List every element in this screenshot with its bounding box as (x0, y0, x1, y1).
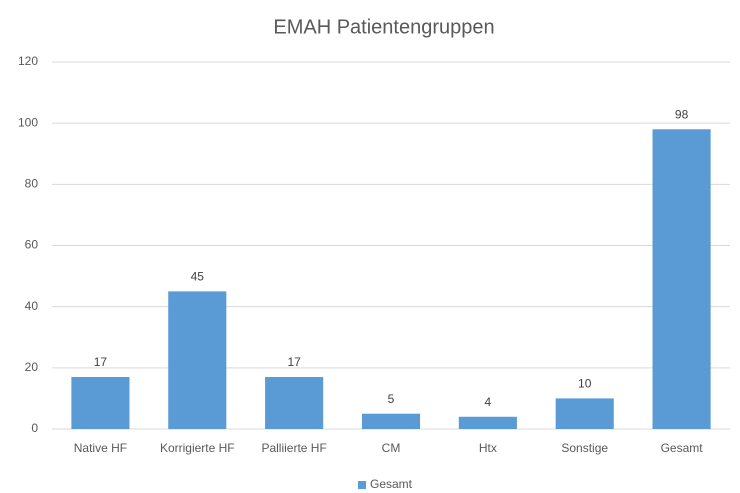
x-tick-label: Sonstige (561, 441, 608, 455)
y-tick-label: 60 (25, 238, 39, 252)
x-tick-label: Palliierte HF (261, 441, 326, 455)
bar (652, 129, 711, 430)
x-tick-label: Gesamt (661, 441, 704, 455)
data-label: 5 (388, 392, 395, 406)
data-label: 17 (94, 355, 108, 369)
data-label: 45 (191, 270, 205, 284)
bar (555, 398, 614, 429)
data-label: 17 (287, 355, 301, 369)
y-tick-label: 0 (31, 421, 38, 435)
y-tick-label: 80 (25, 177, 39, 191)
y-tick-label: 20 (25, 360, 39, 374)
legend-label: Gesamt (370, 477, 413, 491)
legend-swatch (358, 481, 366, 489)
data-label: 10 (578, 377, 592, 391)
data-label: 98 (675, 107, 689, 121)
bar (361, 413, 421, 429)
y-tick-label: 100 (18, 115, 38, 129)
x-tick-label: Htx (479, 441, 497, 455)
bar (71, 377, 130, 429)
x-tick-label: Native HF (74, 441, 127, 455)
chart-title: EMAH Patientengruppen (273, 16, 494, 38)
y-tick-label: 120 (18, 54, 38, 68)
y-tick-label: 40 (25, 299, 39, 313)
bar (168, 291, 227, 429)
bar (458, 416, 517, 429)
data-label: 4 (485, 395, 492, 409)
x-tick-label: CM (382, 441, 401, 455)
x-tick-label: Korrigierte HF (160, 441, 235, 455)
bar (265, 377, 324, 429)
